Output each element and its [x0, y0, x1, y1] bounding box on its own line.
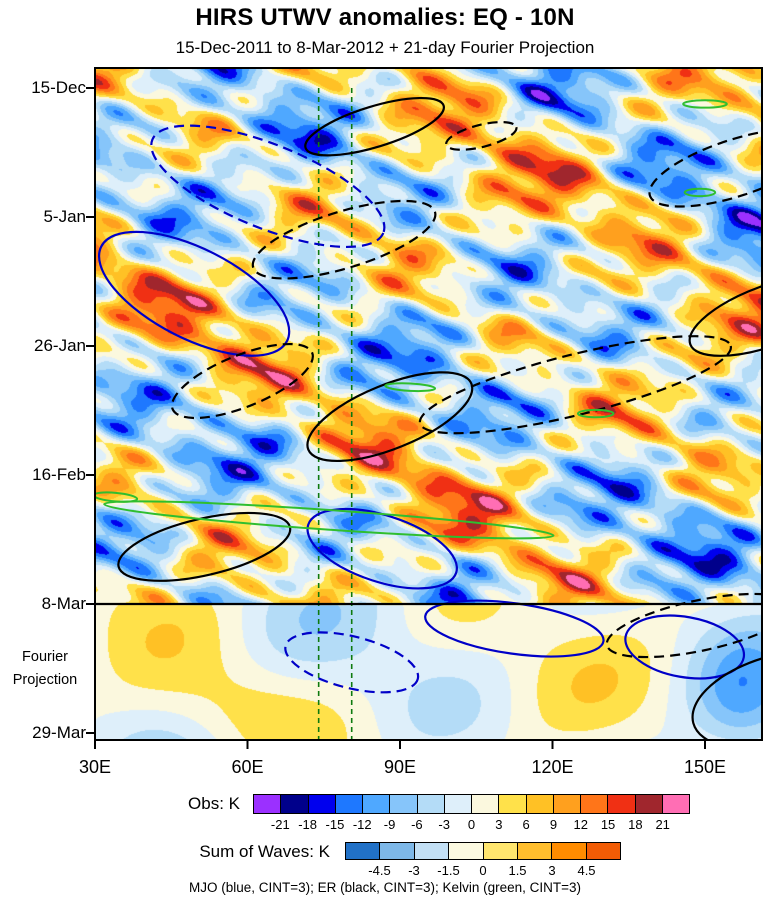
x-tick-label: 150E [683, 757, 727, 777]
x-tick-label: 30E [78, 757, 112, 777]
colorbar-tick-label: -6 [411, 817, 423, 832]
colorbar-cell [254, 795, 282, 813]
colorbar-cell [380, 843, 415, 859]
colorbar-cell [472, 795, 500, 813]
mjo-contour-ellipse [284, 631, 420, 694]
kelvin-contour-ellipse [576, 408, 615, 419]
er-contour-ellipse [304, 96, 445, 157]
colorbar-cell [449, 843, 484, 859]
x-tick-label: 120E [531, 757, 574, 777]
mjo-contour-ellipse [306, 507, 458, 590]
er-contour-ellipse [648, 128, 762, 208]
waves-colorbar: Sum of Waves: K -4.5 -3 -1.5 0 1.5 3 4.5 [0, 842, 770, 882]
er-contour-ellipse [251, 199, 437, 280]
colorbar-tick-label: -3 [438, 817, 450, 832]
colorbar-tick-label: 3 [548, 863, 556, 878]
colorbar-tick-label: 18 [628, 817, 643, 832]
y-tick-label: 5-Jan [43, 207, 86, 226]
colorbar-cell [499, 795, 527, 813]
obs-colorbar: Obs: K -21 -18 -15 -12 -9 -6 -3 0 3 6 9 12 15 18 21 [0, 794, 770, 834]
colorbar-cell [552, 843, 587, 859]
colorbar-tick-label: 1.5 [508, 863, 527, 878]
colorbar-tick-label: 21 [655, 817, 670, 832]
kelvin-contour-ellipse [95, 491, 139, 503]
er-contour-ellipse [605, 592, 762, 659]
mjo-contour-ellipse [624, 614, 746, 680]
colorbar-cell [517, 843, 553, 859]
fourier-projection-note: Fourier Projection [12, 649, 78, 688]
colorbar-cell [586, 843, 620, 859]
x-tick-label: 90E [383, 757, 417, 777]
colorbar-cell [390, 795, 418, 813]
er-contour-ellipse [306, 371, 474, 463]
colorbar-tick-label: 0 [467, 817, 476, 832]
waves-colorbar-cells [345, 842, 621, 860]
waves-colorbar-tick-labels: -4.5 -3 -1.5 0 1.5 3 4.5 [345, 863, 621, 878]
colorbar-cell [581, 795, 609, 813]
chart-subtitle: 15-Dec-2011 to 8-Mar-2012 + 21-day Fouri… [175, 38, 595, 57]
anomaly-field-canvas [95, 68, 762, 740]
kelvin-contour-ellipse [384, 382, 437, 393]
kelvin-contour-ellipse [683, 187, 717, 198]
chart-title: HIRS UTWV anomalies: EQ - 10N [195, 4, 575, 31]
er-contour-ellipse [170, 342, 314, 420]
er-contour-ellipse [445, 120, 518, 151]
colorbar-tick-label: -9 [383, 817, 396, 832]
colorbar-cell [417, 795, 445, 813]
colorbar-cell [363, 795, 391, 813]
y-tick-label: 26-Jan [34, 336, 86, 355]
y-tick-label: 16-Feb [32, 465, 86, 484]
colorbar-tick-label: 12 [573, 817, 588, 832]
obs-colorbar-label: Obs: K [188, 794, 240, 813]
er-contour-ellipse [691, 649, 762, 740]
mjo-contour-ellipse [424, 599, 605, 658]
colorbar-cell [662, 795, 689, 813]
colorbar-cell [281, 795, 309, 813]
colorbar-cell [346, 843, 381, 859]
waves-colorbar-label: Sum of Waves: K [199, 842, 330, 861]
colorbar-tick-label: -1.5 [437, 863, 460, 878]
colorbar-cell [526, 795, 554, 813]
colorbar-tick-label: 6 [522, 817, 530, 832]
y-tick-label: 8-Mar [41, 594, 86, 613]
colorbar-cell [444, 795, 472, 813]
colorbar-cell [608, 795, 636, 813]
x-tick-label: 60E [231, 757, 264, 777]
mjo-contour-ellipse [150, 124, 386, 249]
colorbar-tick-label: -12 [352, 817, 372, 832]
colorbar-cell [414, 843, 450, 859]
colorbar-tick-label: 0 [479, 863, 487, 878]
mjo-contour-ellipse [97, 230, 291, 357]
y-tick-label: 29-Mar [32, 723, 86, 742]
colorbar-tick-label: -18 [298, 817, 318, 832]
obs-colorbar-cells [253, 794, 690, 814]
obs-colorbar-tick-labels: -21 -18 -15 -12 -9 -6 -3 0 3 6 9 12 15 18 21 [253, 817, 690, 832]
colorbar-tick-label: -21 [270, 817, 290, 832]
kelvin-contour-ellipse [682, 99, 728, 109]
colorbar-tick-label: -15 [325, 817, 345, 832]
colorbar-tick-label: -3 [408, 863, 420, 878]
kelvin-contour-ellipse [103, 500, 555, 540]
contour-legend-caption: MJO (blue, CINT=3); ER (black, CINT=3); … [189, 880, 581, 895]
colorbar-tick-label: 9 [549, 817, 558, 832]
colorbar-cell [553, 795, 581, 813]
colorbar-cell [335, 795, 363, 813]
colorbar-cell [635, 795, 663, 813]
colorbar-tick-label: 4.5 [577, 863, 596, 878]
colorbar-tick-label: 3 [495, 817, 503, 832]
colorbar-cell [308, 795, 336, 813]
colorbar-cell [483, 843, 518, 859]
plot-frame [94, 67, 763, 741]
y-tick-label: 15-Dec [31, 78, 86, 97]
er-contour-ellipse [688, 273, 762, 357]
colorbar-tick-label: -4.5 [368, 863, 391, 878]
er-contour-ellipse [117, 511, 292, 582]
colorbar-tick-label: 15 [600, 817, 616, 832]
wave-contour-overlay [86, 67, 763, 749]
